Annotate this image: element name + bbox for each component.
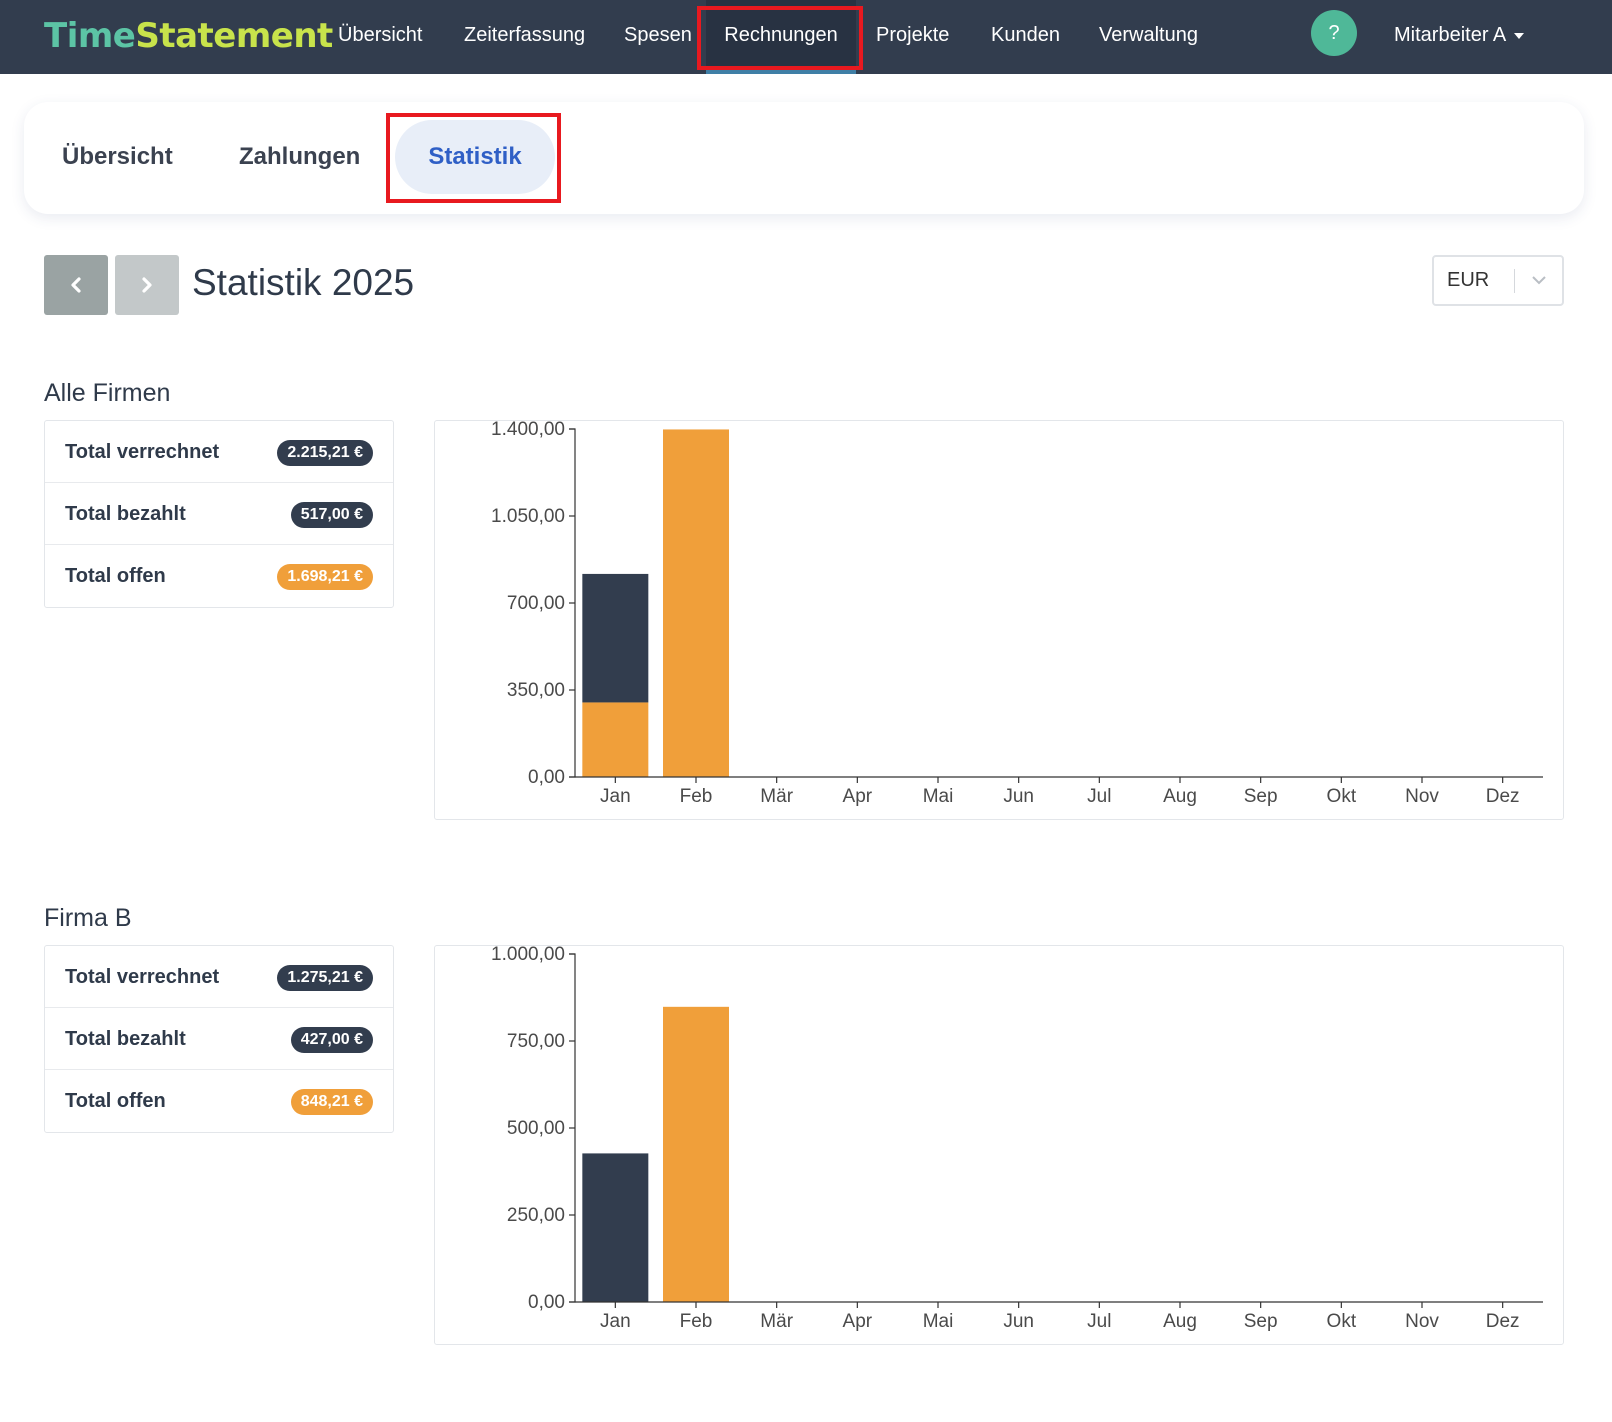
chart-alle-firmen: 0,00 350,00 700,00 1.050,00 1.400,00 Jan Feb Mä… — [434, 420, 1564, 820]
user-name: Mitarbeiter A — [1394, 24, 1507, 46]
summary-row-offen: Total offen 1.698,21 € — [45, 545, 393, 607]
nav-item-verwaltung[interactable]: Verwaltung — [1099, 24, 1198, 46]
x-tick-label: Jul — [1087, 1311, 1111, 1332]
summary-row-offen: Total offen 848,21 € — [45, 1070, 393, 1132]
x-tick-label: Dez — [1486, 1311, 1520, 1332]
x-tick-label: Nov — [1405, 786, 1439, 807]
caret-down-icon — [1514, 32, 1525, 39]
summary-row-bezahlt: Total bezahlt 517,00 € — [45, 483, 393, 545]
page-title: Statistik 2025 — [192, 262, 415, 303]
app-logo[interactable]: TimeStatement — [44, 14, 333, 58]
x-tick-label: Aug — [1163, 1311, 1197, 1332]
y-tick-label: 1.000,00 — [491, 946, 565, 965]
summary-row-verrechnet: Total verrechnet 2.215,21 € — [45, 421, 393, 483]
summary-row-verrechnet: Total verrechnet 1.275,21 € — [45, 946, 393, 1008]
summary-label: Total verrechnet — [65, 441, 220, 463]
amount-badge: 517,00 € — [290, 502, 373, 528]
next-year-button[interactable] — [115, 255, 179, 315]
y-tick-label: 0,00 — [528, 767, 565, 788]
subtab-bar: Übersicht Zahlungen Statistik — [24, 102, 1584, 214]
select-divider — [1514, 269, 1515, 293]
x-tick-label: Apr — [843, 786, 873, 807]
y-tick-label: 250,00 — [507, 1205, 565, 1226]
x-tick-label: Jan — [600, 786, 631, 807]
amount-badge: 1.698,21 € — [277, 564, 373, 590]
x-tick-label: Feb — [680, 786, 713, 807]
bar-chart-svg: 0,00 250,00 500,00 750,00 1.000,00 Jan Feb Mär A… — [491, 946, 1543, 1332]
nav-item-kunden[interactable]: Kunden — [991, 24, 1060, 46]
bar-Jan-series-0 — [582, 702, 649, 777]
bar-chart-svg: 0,00 350,00 700,00 1.050,00 1.400,00 Jan Feb Mä… — [491, 421, 1543, 807]
summary-row-bezahlt: Total bezahlt 427,00 € — [45, 1008, 393, 1070]
amount-badge: 2.215,21 € — [277, 440, 373, 466]
tab-zahlungen[interactable]: Zahlungen — [239, 143, 361, 170]
x-tick-label: Aug — [1163, 786, 1197, 807]
x-tick-label: Jul — [1087, 786, 1111, 807]
summary-label: Total verrechnet — [65, 966, 220, 988]
x-tick-label: Sep — [1244, 1311, 1278, 1332]
bar-Feb-series-0 — [663, 1006, 729, 1302]
logo-text-statement: Statement — [135, 16, 333, 56]
tab-uebersicht[interactable]: Übersicht — [62, 143, 173, 170]
x-tick-label: Mai — [923, 1311, 954, 1332]
x-tick-label: Jun — [1003, 786, 1034, 807]
x-tick-label: Mär — [760, 1311, 793, 1332]
y-tick-label: 0,00 — [528, 1292, 565, 1313]
summary-label: Total offen — [65, 565, 166, 587]
nav-item-uebersicht[interactable]: Übersicht — [338, 24, 423, 46]
summary-label: Total offen — [65, 1090, 166, 1112]
y-tick-label: 500,00 — [507, 1118, 565, 1139]
x-tick-label: Mär — [760, 786, 793, 807]
summary-card-alle-firmen: Total verrechnet 2.215,21 € Total bezahl… — [44, 420, 394, 608]
x-tick-label: Nov — [1405, 1311, 1439, 1332]
bar-Jan-series-1 — [582, 1153, 649, 1302]
amount-badge: 427,00 € — [290, 1027, 373, 1053]
y-tick-label: 1.400,00 — [491, 421, 565, 440]
tab-statistik[interactable]: Statistik — [395, 120, 555, 194]
x-tick-label: Okt — [1327, 786, 1357, 807]
x-tick-label: Jan — [600, 1311, 631, 1332]
y-tick-label: 750,00 — [507, 1031, 565, 1052]
x-tick-label: Mai — [923, 786, 954, 807]
bar-Feb-series-0 — [663, 429, 729, 777]
help-button[interactable]: ? — [1311, 10, 1357, 56]
amount-badge: 1.275,21 € — [277, 965, 373, 991]
nav-item-spesen[interactable]: Spesen — [624, 24, 692, 46]
y-tick-label: 350,00 — [507, 680, 565, 701]
y-tick-label: 700,00 — [507, 593, 565, 614]
chevron-down-icon — [1532, 276, 1546, 285]
x-tick-label: Okt — [1327, 1311, 1357, 1332]
x-tick-label: Feb — [680, 1311, 713, 1332]
x-tick-label: Dez — [1486, 786, 1520, 807]
user-menu[interactable]: Mitarbeiter A — [1394, 0, 1525, 70]
top-navbar: TimeStatement Übersicht Zeiterfassung Sp… — [0, 0, 1612, 74]
x-tick-label: Jun — [1003, 1311, 1034, 1332]
nav-item-projekte[interactable]: Projekte — [876, 24, 950, 46]
y-tick-label: 1.050,00 — [491, 506, 565, 527]
section-title-firma-b: Firma B — [44, 904, 132, 932]
chevron-left-icon — [71, 277, 81, 293]
currency-value: EUR — [1447, 269, 1490, 291]
currency-select[interactable]: EUR — [1432, 255, 1564, 306]
logo-text-time: Time — [44, 16, 136, 56]
section-title-alle-firmen: Alle Firmen — [44, 379, 171, 407]
chart-firma-b: 0,00 250,00 500,00 750,00 1.000,00 Jan Feb Mär A… — [434, 945, 1564, 1345]
chevron-right-icon — [142, 277, 152, 293]
amount-badge: 848,21 € — [290, 1089, 373, 1115]
summary-label: Total bezahlt — [65, 503, 186, 525]
previous-year-button[interactable] — [44, 255, 108, 315]
x-tick-label: Sep — [1244, 786, 1278, 807]
nav-item-zeiterfassung[interactable]: Zeiterfassung — [464, 24, 586, 46]
summary-card-firma-b: Total verrechnet 1.275,21 € Total bezahl… — [44, 945, 394, 1133]
bar-Jan-series-1 — [582, 573, 649, 703]
x-tick-label: Apr — [843, 1311, 873, 1332]
summary-label: Total bezahlt — [65, 1028, 186, 1050]
nav-item-rechnungen[interactable]: Rechnungen — [706, 0, 856, 74]
